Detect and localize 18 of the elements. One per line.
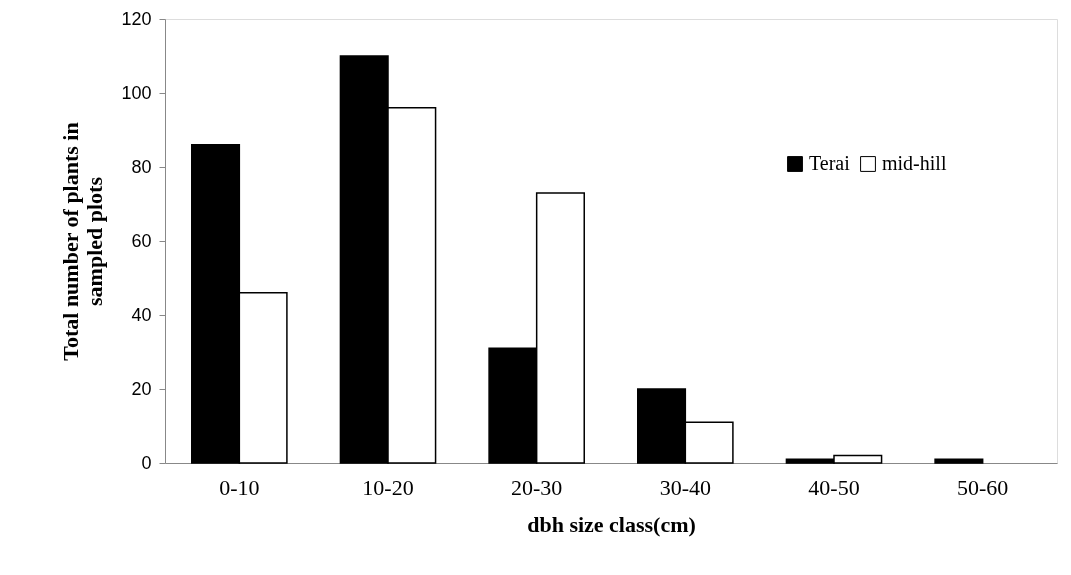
y-tick-label: 0 <box>141 452 152 473</box>
x-tick-label: 30-40 <box>659 474 711 500</box>
y-tick-label: 60 <box>131 230 152 251</box>
legend-label: Terai <box>809 152 851 174</box>
legend-label: mid-hill <box>882 152 947 174</box>
y-tick-label: 100 <box>121 82 152 103</box>
x-tick-label: 10-20 <box>362 474 414 500</box>
y-tick-label: 20 <box>131 378 152 399</box>
y-axis-title: Total number of plants in sampled plots <box>58 122 108 361</box>
y-tick-label: 80 <box>131 156 152 177</box>
x-tick-label: 0-10 <box>219 474 260 500</box>
x-tick-label: 40-50 <box>808 474 860 500</box>
bar <box>934 458 984 464</box>
x-tick-label: 20-30 <box>511 474 563 500</box>
y-tick-label: 120 <box>121 8 152 29</box>
x-tick-label: 50-60 <box>957 474 1009 500</box>
y-tick-label: 40 <box>131 304 152 325</box>
x-axis-title: dbh size class(cm) <box>527 511 696 537</box>
